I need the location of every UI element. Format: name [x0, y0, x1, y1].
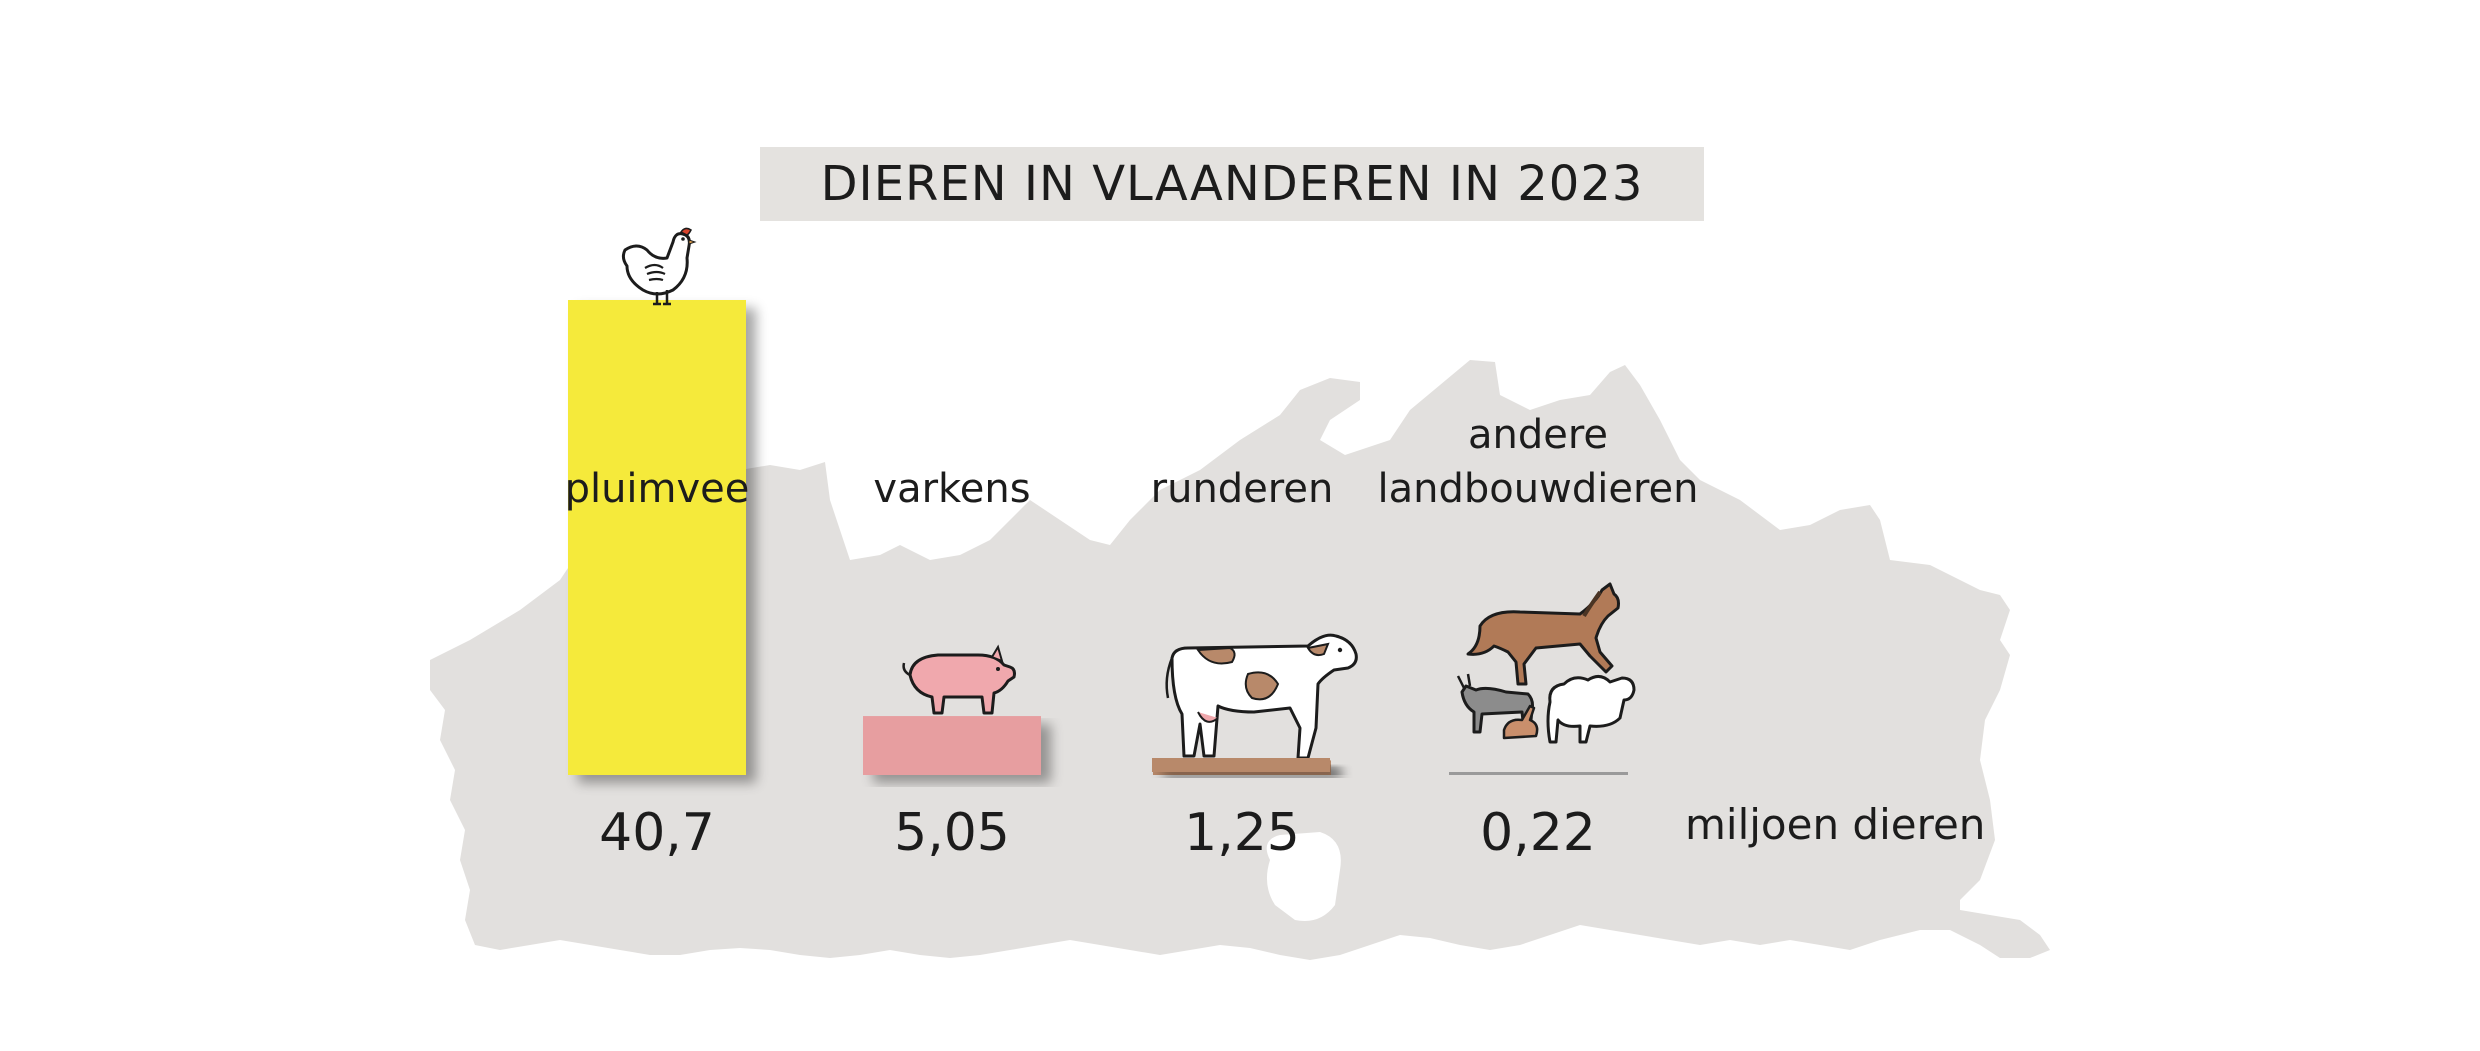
cow-base	[1152, 758, 1330, 772]
chicken-icon	[621, 227, 697, 306]
category-label: pluimvee	[565, 466, 750, 512]
category-label: varkens	[873, 466, 1030, 512]
category-label: runderen	[1151, 466, 1334, 512]
cow-icon	[1152, 633, 1358, 772]
chart-title: DIEREN IN VLAANDEREN IN 2023	[820, 156, 1644, 212]
pig-icon	[902, 644, 1016, 715]
horse-goat-sheep-rabbit-icon	[1450, 582, 1636, 775]
category-label: landbouwdieren	[1378, 466, 1699, 512]
category-label: andere	[1468, 412, 1608, 458]
unit-label: miljoen dieren	[1685, 800, 1986, 849]
bar-varkens	[863, 716, 1041, 775]
value-label: 0,22	[1480, 803, 1596, 863]
value-label: 1,25	[1184, 803, 1300, 863]
ground-line	[1450, 772, 1628, 775]
bar-pluimvee	[568, 300, 746, 775]
title-box: DIEREN IN VLAANDEREN IN 2023	[760, 147, 1704, 221]
value-label: 40,7	[599, 803, 715, 863]
value-label: 5,05	[894, 803, 1010, 863]
